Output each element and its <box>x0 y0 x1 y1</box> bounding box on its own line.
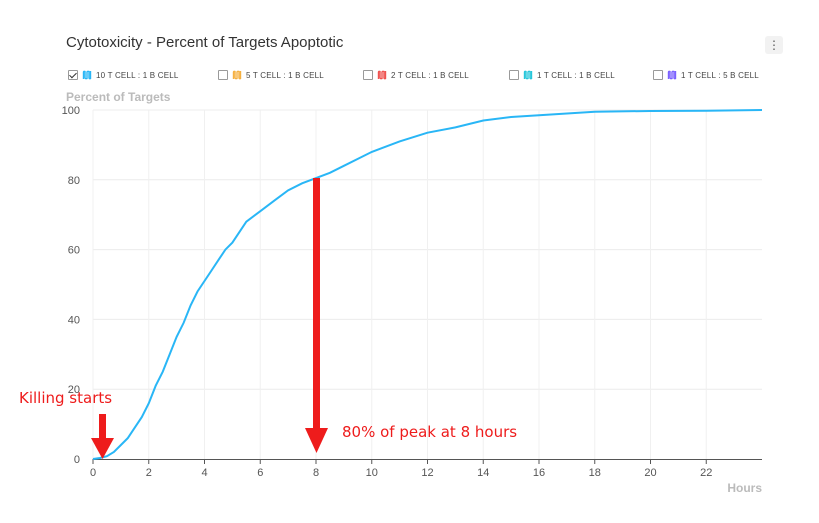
legend-checkbox[interactable] <box>653 70 663 80</box>
x-tick-label: 14 <box>477 467 489 479</box>
killing-starts-arrow-head <box>91 438 114 459</box>
x-tick-label: 0 <box>90 467 96 479</box>
x-tick-label: 10 <box>366 467 378 479</box>
y-tick-label: 20 <box>68 384 80 396</box>
series-line-10t-1b <box>92 109 763 460</box>
annotations: Killing starts 80% of peak at 8 hours <box>19 178 517 459</box>
x-tick-label: 16 <box>533 467 545 479</box>
peak-arrow-head <box>305 428 328 453</box>
legend-item-2t-1b[interactable]: 2 T CELL : 1 B CELL <box>363 68 469 82</box>
chart-title: Cytotoxicity - Percent of Targets Apopto… <box>66 34 344 51</box>
series-line-icon <box>667 70 677 80</box>
series-line-icon <box>232 70 242 80</box>
legend-label: 10 T CELL : 1 B CELL <box>96 70 179 80</box>
x-tick-label: 22 <box>700 467 712 479</box>
y-axis-title: Percent of Targets <box>66 90 171 104</box>
legend-label: 1 T CELL : 5 B CELL <box>681 70 759 80</box>
legend-label: 5 T CELL : 1 B CELL <box>246 70 324 80</box>
grid <box>92 109 762 459</box>
x-axis-title: Hours <box>727 481 762 495</box>
y-tick-label: 100 <box>62 105 80 117</box>
legend-item-5t-1b[interactable]: 5 T CELL : 1 B CELL <box>218 68 324 82</box>
legend-checkbox[interactable] <box>218 70 228 80</box>
y-tick-label: 0 <box>74 454 80 466</box>
x-tick-label: 20 <box>644 467 656 479</box>
x-tick-label: 18 <box>589 467 601 479</box>
x-tick-label: 4 <box>201 467 207 479</box>
killing-starts-arrow-shaft <box>99 414 106 438</box>
legend-checkbox[interactable] <box>68 70 78 80</box>
killing-starts-label: Killing starts <box>19 389 112 407</box>
x-tick-label: 6 <box>257 467 263 479</box>
legend-checkbox[interactable] <box>509 70 519 80</box>
series-line-icon <box>523 70 533 80</box>
legend-item-10t-1b[interactable]: 10 T CELL : 1 B CELL <box>68 68 179 82</box>
legend-item-1t-1b[interactable]: 1 T CELL : 1 B CELL <box>509 68 615 82</box>
series-line-icon <box>82 70 92 80</box>
series-line-icon <box>377 70 387 80</box>
peak-arrow-shaft <box>313 178 320 428</box>
vertical-ellipsis-icon[interactable]: ⋮ <box>765 36 783 54</box>
legend-label: 1 T CELL : 1 B CELL <box>537 70 615 80</box>
legend-label: 2 T CELL : 1 B CELL <box>391 70 469 80</box>
peak-label: 80% of peak at 8 hours <box>342 423 517 441</box>
tick-labels: 0 20 40 60 80 100 0 2 4 6 8 10 12 14 16 18 20 22 <box>62 105 713 479</box>
x-tick-label: 8 <box>313 467 319 479</box>
y-tick-label: 80 <box>68 175 80 187</box>
legend-item-1t-5b[interactable]: 1 T CELL : 5 B CELL <box>653 68 759 82</box>
y-tick-label: 40 <box>68 314 80 326</box>
x-tick-label: 2 <box>146 467 152 479</box>
x-tick-label: 12 <box>421 467 433 479</box>
y-tick-label: 60 <box>68 245 80 257</box>
legend-checkbox[interactable] <box>363 70 373 80</box>
